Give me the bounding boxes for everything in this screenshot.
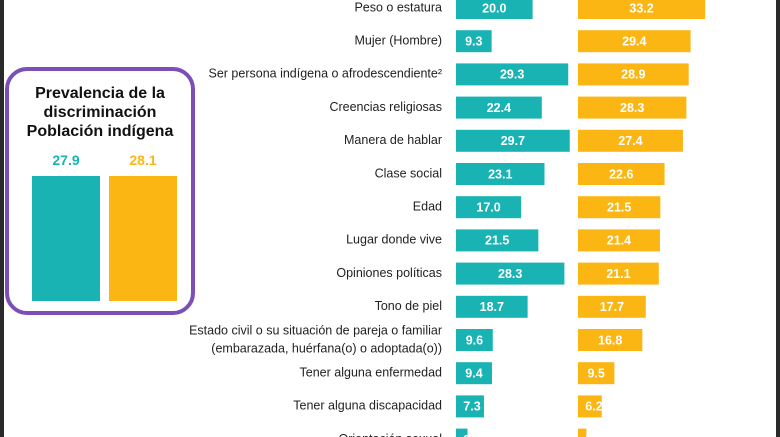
bar-teal <box>456 63 569 86</box>
value-label-teal: 29.7 <box>501 134 525 148</box>
bar-teal <box>456 163 545 185</box>
bar-teal <box>456 30 492 53</box>
value-label-teal: 21.5 <box>485 234 509 248</box>
value-label-teal: 17.0 <box>476 200 500 214</box>
prevalence-panel: Prevalencia de la discriminación Poblaci… <box>5 67 195 315</box>
prevalence-bar-teal <box>32 176 100 301</box>
value-label-teal: 22.4 <box>487 101 511 115</box>
bar-yellow <box>578 262 659 285</box>
value-label-teal: 9.6 <box>466 333 483 347</box>
bar-teal <box>456 229 539 252</box>
category-label: Opiniones políticas <box>336 266 442 280</box>
value-label-teal: 9.4 <box>465 366 482 380</box>
value-label-teal: 29.3 <box>500 68 524 82</box>
category-label: Clase social <box>375 166 442 180</box>
bar-yellow <box>578 96 687 119</box>
bar-yellow <box>578 362 615 385</box>
category-label: Mujer (Hombre) <box>354 33 442 47</box>
value-label-yellow: 2.2 <box>585 433 602 437</box>
value-label-yellow: 16.8 <box>598 333 622 347</box>
category-label: Estado civil o su situación de pareja o … <box>189 323 442 355</box>
value-label-yellow: 33.2 <box>629 1 653 15</box>
value-label-teal: 28.3 <box>498 267 522 281</box>
value-label-yellow: 29.4 <box>622 34 646 48</box>
value-label-yellow: 21.4 <box>607 234 631 248</box>
category-label: Tener alguna enfermedad <box>300 365 443 379</box>
bar-yellow <box>578 129 683 152</box>
bar-yellow <box>578 229 660 252</box>
bar-teal <box>456 362 493 385</box>
bar-teal <box>456 262 565 285</box>
bar-yellow <box>578 0 706 19</box>
value-label-yellow: 22.6 <box>609 167 633 181</box>
category-label: Edad <box>413 199 442 213</box>
category-label: Lugar donde vive <box>346 233 442 247</box>
category-label: Tono de piel <box>375 299 442 313</box>
value-label-yellow: 9.5 <box>587 366 604 380</box>
prevalence-title-line-2: discriminación <box>43 104 157 121</box>
category-label: Ser persona indígena o afrodescendiente² <box>209 67 443 81</box>
prevalence-bar-yellow <box>109 176 177 301</box>
value-label-teal: 23.1 <box>488 167 512 181</box>
category-label: Creencias religiosas <box>329 100 442 114</box>
bar-teal <box>456 129 570 152</box>
category-label: Orientación sexual <box>338 432 442 437</box>
prevalence-title-line-3: Población indígena <box>26 123 174 140</box>
value-label-teal: 20.0 <box>482 1 506 15</box>
bar-yellow <box>578 196 661 219</box>
value-label-yellow: 17.7 <box>600 300 624 314</box>
category-label: Peso o estatura <box>354 0 442 14</box>
bar-teal <box>456 196 522 219</box>
value-label-teal: 9.3 <box>465 34 482 48</box>
value-label-yellow: 28.9 <box>621 68 645 82</box>
value-label-teal: 7.3 <box>463 400 480 414</box>
value-label-yellow: 21.5 <box>607 200 631 214</box>
prevalence-value-teal: 27.9 <box>52 152 80 168</box>
category-label: Manera de hablar <box>344 133 442 147</box>
value-label-yellow: 6.2 <box>585 400 602 414</box>
category-label: Tener alguna discapacidad <box>293 399 442 413</box>
bar-teal <box>456 395 484 418</box>
bar-yellow <box>578 163 665 185</box>
right-edge-border <box>776 0 780 437</box>
bar-teal <box>456 329 493 351</box>
bar-yellow <box>578 63 689 86</box>
bar-yellow <box>578 295 646 318</box>
bar-yellow <box>578 395 602 418</box>
bar-yellow <box>578 329 643 351</box>
bar-yellow <box>578 428 587 437</box>
bar-yellow <box>578 30 691 53</box>
bar-teal <box>456 295 528 318</box>
value-label-yellow: 28.3 <box>620 101 644 115</box>
value-label-teal: 3.0 <box>463 433 480 437</box>
value-label-teal: 18.7 <box>480 300 504 314</box>
prevalence-value-yellow: 28.1 <box>129 152 157 168</box>
value-label-yellow: 21.1 <box>606 267 630 281</box>
prevalence-title-line-1: Prevalencia de la <box>35 85 165 102</box>
left-edge-border <box>0 0 4 437</box>
bar-teal <box>456 428 468 437</box>
bar-teal <box>456 96 542 119</box>
value-label-yellow: 27.4 <box>618 134 642 148</box>
bar-teal <box>456 0 533 19</box>
prevalence-panel-title: Prevalencia de la discriminación Poblaci… <box>9 84 191 141</box>
